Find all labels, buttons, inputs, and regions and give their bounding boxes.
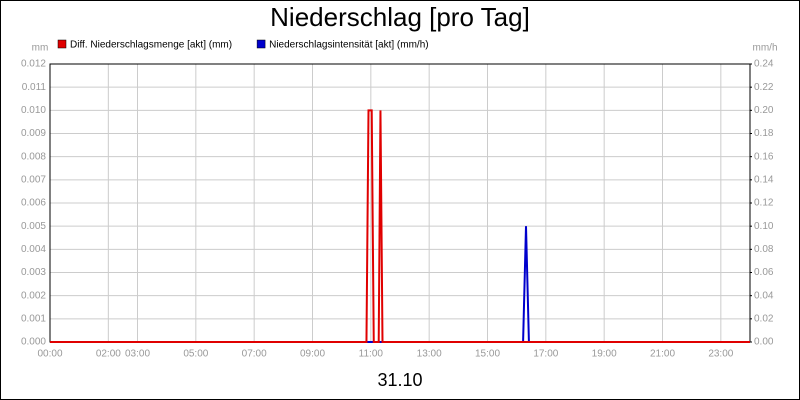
x-axis-label: 31.10: [377, 370, 422, 390]
x-tick-label: 03:00: [125, 349, 150, 360]
y2-tick-label: 0.14: [754, 174, 774, 185]
y2-tick-label: 0.10: [754, 221, 774, 232]
y-tick-label: 0.007: [21, 174, 46, 185]
chart-title: Niederschlag [pro Tag]: [270, 2, 530, 32]
y2-tick-label: 0.18: [754, 128, 774, 139]
y-tick-label: 0.000: [21, 337, 46, 348]
x-tick-label: 21:00: [650, 349, 675, 360]
y2-axis-unit: mm/h: [753, 43, 778, 54]
y2-tick-label: 0.06: [754, 267, 774, 278]
y2-tick-label: 0.24: [754, 59, 774, 70]
series-line: [50, 109, 750, 343]
y-tick-label: 0.002: [21, 290, 46, 301]
legend-swatch: [57, 39, 67, 49]
y2-tick-label: 0.00: [754, 337, 774, 348]
x-tick-label: 15:00: [475, 349, 500, 360]
y2-tick-label: 0.04: [754, 290, 774, 301]
x-tick-label: 17:00: [533, 349, 558, 360]
y-tick-label: 0.006: [21, 198, 46, 209]
x-tick-label: 23:00: [708, 349, 733, 360]
y2-tick-label: 0.02: [754, 313, 774, 324]
y-tick-label: 0.010: [21, 105, 46, 116]
x-tick-label: 13:00: [417, 349, 442, 360]
y-tick-label: 0.011: [22, 82, 47, 93]
y-tick-label: 0.009: [21, 128, 46, 139]
y-tick-label: 0.005: [21, 221, 46, 232]
y-tick-label: 0.001: [21, 313, 46, 324]
legend-swatch: [256, 39, 266, 49]
x-tick-label: 07:00: [242, 349, 267, 360]
legend-label: Niederschlagsintensität [akt] (mm/h): [269, 40, 429, 51]
y2-tick-label: 0.12: [754, 198, 774, 209]
y-tick-label: 0.008: [21, 151, 46, 162]
x-tick-label: 09:00: [300, 349, 325, 360]
y2-tick-label: 0.16: [754, 151, 774, 162]
y2-tick-label: 0.08: [754, 244, 774, 255]
y-tick-label: 0.004: [21, 244, 46, 255]
y-axis-unit: mm: [32, 43, 49, 54]
y-tick-label: 0.003: [21, 267, 46, 278]
x-tick-label: 11:00: [359, 349, 384, 360]
x-tick-label: 02:00: [96, 349, 121, 360]
x-tick-label: 00:00: [37, 349, 62, 360]
legend-label: Diff. Niederschlagsmenge [akt] (mm): [70, 40, 232, 51]
y-tick-label: 0.012: [21, 59, 46, 70]
y2-tick-label: 0.22: [754, 82, 774, 93]
x-tick-label: 05:00: [183, 349, 208, 360]
y2-tick-label: 0.20: [754, 105, 774, 116]
x-tick-label: 19:00: [592, 349, 617, 360]
